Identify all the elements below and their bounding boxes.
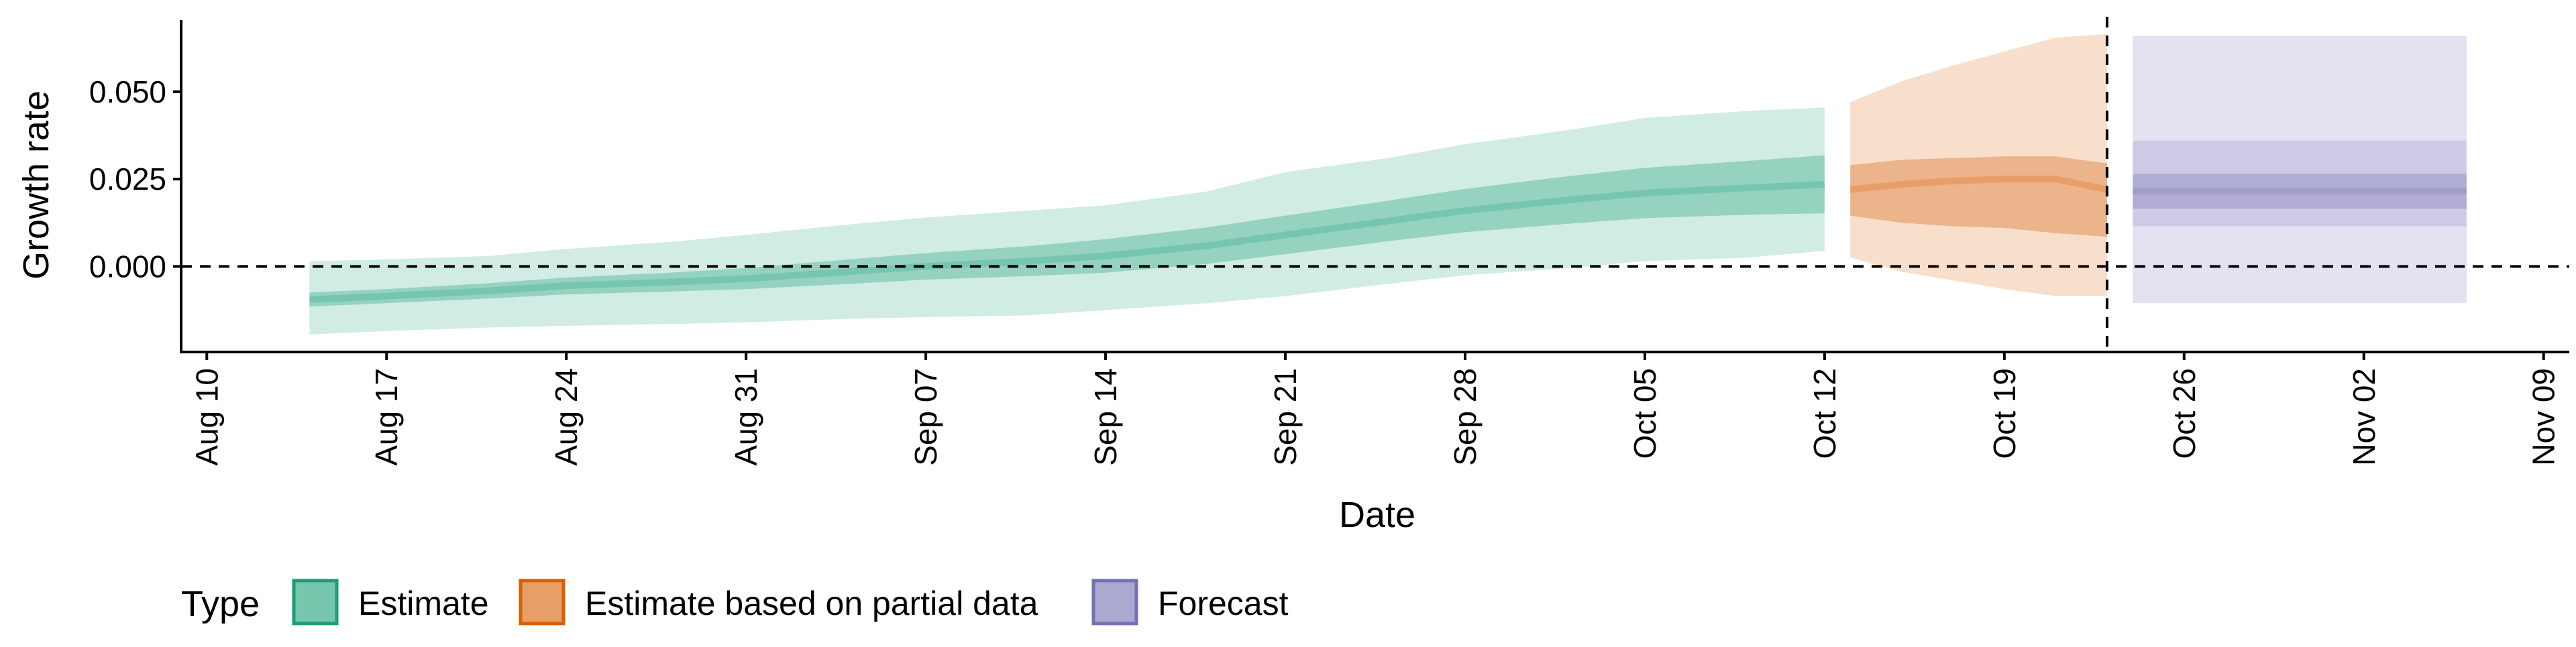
legend-swatch-estimate bbox=[292, 579, 339, 626]
legend-label-forecast: Forecast bbox=[1158, 585, 1289, 622]
tick-labels: 0.000 0.025 0.050 Aug 10 Aug 17 Aug 24 Aug 31 S… bbox=[89, 74, 2561, 466]
legend-swatch-estimate-based-on-partial-data bbox=[519, 579, 566, 626]
forecast-series bbox=[2133, 36, 2467, 304]
forecast-inner-band bbox=[2133, 174, 2467, 209]
legend-title: Type bbox=[181, 584, 260, 624]
x-tick-label: Sep 21 bbox=[1268, 368, 1303, 466]
y-axis-title: Growth rate bbox=[16, 91, 56, 280]
ribbon-layer bbox=[309, 34, 2467, 335]
y-tick-label: 0.050 bbox=[89, 74, 166, 109]
estimate-based-on-partial-data-outer-band bbox=[1850, 34, 2107, 296]
x-tick-label: Nov 02 bbox=[2347, 368, 2381, 466]
x-tick-label: Aug 24 bbox=[549, 368, 584, 466]
forecast-middle-band bbox=[2133, 140, 2467, 227]
reference-lines bbox=[181, 17, 2569, 352]
estimate-outer-band bbox=[309, 107, 1825, 335]
x-tick-label: Sep 28 bbox=[1448, 368, 1483, 466]
estimate-based-on-partial-data-series bbox=[1849, 34, 2108, 296]
x-tick-label: Aug 17 bbox=[369, 368, 404, 466]
estimate-series bbox=[309, 107, 1825, 335]
x-tick-label: Oct 19 bbox=[1987, 368, 2022, 459]
legend-swatch-forecast bbox=[1091, 579, 1138, 626]
x-axis-title: Date bbox=[1339, 495, 1415, 535]
x-tick-label: Nov 09 bbox=[2526, 368, 2561, 466]
x-tick-label: Aug 10 bbox=[189, 368, 224, 466]
x-tick-label: Aug 31 bbox=[729, 368, 763, 466]
x-tick-label: Oct 26 bbox=[2167, 368, 2202, 459]
estimate-inner-band bbox=[309, 155, 1825, 307]
estimate-based-on-partial-data-median-line bbox=[1849, 176, 2108, 193]
legend: Type Estimate Estimate based on partial d… bbox=[181, 579, 1289, 626]
estimate-median-line bbox=[309, 180, 1825, 303]
y-tick-label: 0.000 bbox=[89, 249, 166, 284]
x-tick-label: Sep 07 bbox=[908, 368, 943, 466]
x-tick-label: Sep 14 bbox=[1088, 368, 1123, 466]
legend-label-estimate: Estimate bbox=[358, 585, 489, 622]
estimate-based-on-partial-data-inner-band bbox=[1850, 156, 2107, 237]
legend-label-estimate-based-on-partial-data: Estimate based on partial data bbox=[585, 585, 1038, 622]
x-tick-label: Oct 05 bbox=[1627, 368, 1662, 459]
x-tick-label: Oct 12 bbox=[1807, 368, 1842, 459]
y-tick-label: 0.025 bbox=[89, 162, 166, 196]
axes bbox=[173, 20, 2569, 360]
forecast-outer-band bbox=[2133, 36, 2467, 304]
